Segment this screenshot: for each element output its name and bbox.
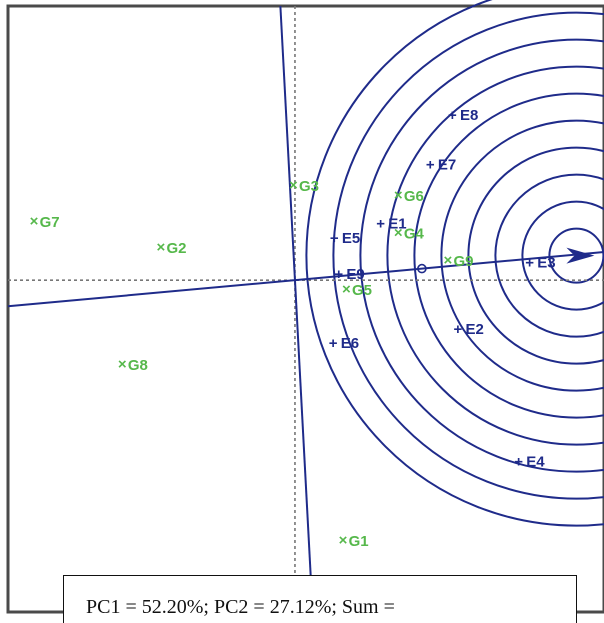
concentric-circle-7 [386,65,604,446]
genotype-marker-g6: × [394,187,403,204]
genotype-marker-g5: × [342,281,351,298]
genotype-marker-g7: × [30,213,39,230]
concentric-circle-8 [359,38,604,473]
variance-caption: PC1 = 52.20%; PC2 = 27.12%; Sum = [63,575,577,623]
environment-label-e3: E3 [537,254,555,271]
environment-label-e4: E4 [526,454,545,471]
genotype-marker-g9: × [443,252,452,269]
concentric-circle-5 [440,119,604,392]
environment-marker-e5: + [330,230,339,247]
genotype-label-g8: G8 [128,357,148,374]
concentric-circle-4 [467,146,604,365]
genotype-label-g5: G5 [352,282,372,299]
genotype-label-g4: G4 [404,226,425,243]
environment-label-e8: E8 [460,107,478,124]
environment-label-e6: E6 [341,335,359,352]
genotype-label-g7: G7 [40,214,60,231]
environment-marker-e3: + [525,254,534,271]
concentric-circle-1 [548,227,604,284]
genotype-marker-g8: × [118,356,127,373]
genotype-label-g9: G9 [453,253,473,270]
concentric-circles-layer [305,0,604,527]
genotype-label-g1: G1 [349,533,369,550]
genotype-label-g3: G3 [299,178,319,195]
concentric-circle-3 [494,173,604,338]
environment-marker-e8: + [448,107,457,124]
environment-label-e5: E5 [342,230,360,247]
environment-label-e7: E7 [438,156,456,173]
environment-marker-e2: + [454,321,463,338]
environment-label-e1: E1 [388,215,406,232]
concentric-circle-2 [521,200,604,311]
concentric-circle-6 [413,92,604,419]
concentric-circle-10 [305,0,604,527]
environment-label-e9: E9 [346,266,364,283]
genotype-marker-g3: × [289,177,298,194]
environment-marker-e6: + [329,335,338,352]
genotype-marker-g1: × [339,532,348,549]
genotype-marker-g2: × [157,239,166,256]
perpendicular-axis [279,5,314,613]
variance-caption-text: PC1 = 52.20%; PC2 = 27.12%; Sum = [86,596,395,618]
axes-layer [7,5,604,613]
environment-label-e2: E2 [466,321,484,338]
genotype-label-g6: G6 [404,188,424,205]
average-environment-axis [7,251,604,308]
environment-marker-e4: + [514,454,523,471]
environment-marker-e7: + [426,156,435,173]
concentric-circle-9 [332,11,604,500]
genotype-marker-g4: × [394,225,403,242]
average-environment-marker [417,263,427,274]
points-layer: × G1× G2× G3× G4× G5× G6× G7× G8× G9+ E1+ E2+ E3+ E4+… [30,107,556,550]
genotype-label-g2: G2 [167,240,187,257]
ideal-arrow-head [566,247,595,264]
environment-marker-e9: + [334,266,343,283]
environment-marker-e1: + [376,215,385,232]
plot-border [6,4,604,614]
